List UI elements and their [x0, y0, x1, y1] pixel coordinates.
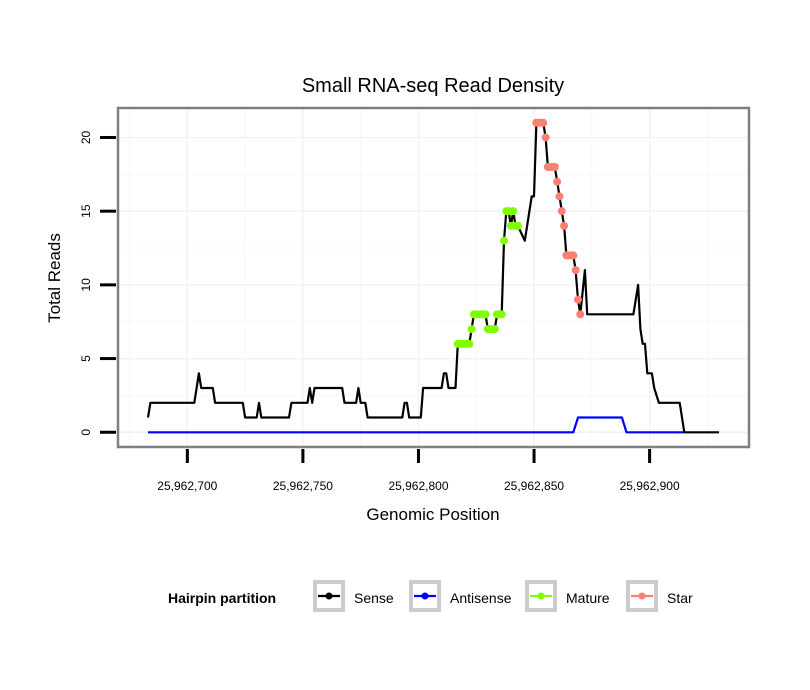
data-point-star [539, 118, 548, 127]
panel-border [116, 106, 751, 449]
data-point-mature [499, 236, 508, 245]
legend-label: Star [667, 590, 693, 606]
data-point-mature [465, 339, 474, 348]
data-point-star [553, 177, 562, 186]
legend-title: Hairpin partition [168, 590, 276, 606]
data-point-mature [481, 310, 490, 319]
chart-title: Small RNA-seq Read Density [302, 75, 564, 97]
data-point-star [541, 133, 550, 142]
y-axis-title: Total Reads [45, 233, 64, 323]
y-tick-label: 5 [79, 355, 93, 362]
data-point-star [560, 221, 569, 230]
data-point-star [576, 310, 585, 319]
x-tick-label: 25,962,750 [273, 479, 333, 493]
data-point-star [569, 251, 578, 260]
legend-label: Antisense [450, 590, 512, 606]
data-point-star [573, 295, 582, 304]
legend-item-star: Star [626, 580, 693, 612]
y-tick-label: 20 [79, 130, 93, 144]
data-point-mature [490, 325, 499, 334]
legend-key-dot [638, 592, 646, 600]
data-point-star [555, 192, 564, 201]
legend-item-antisense: Antisense [409, 580, 512, 612]
x-axis: 25,962,700 25,962,750 25,962,800 25,962,850… [157, 449, 680, 493]
x-tick-label: 25,962,700 [157, 479, 217, 493]
x-tick-label: 25,962,850 [504, 479, 564, 493]
data-point-mature [509, 207, 518, 216]
y-tick-label: 10 [79, 278, 93, 292]
data-point-mature [513, 221, 522, 230]
data-point-mature [467, 325, 476, 334]
y-tick-label: 15 [79, 204, 93, 218]
legend-key-dot [421, 592, 429, 600]
legend-key-dot [537, 592, 545, 600]
data-point-mature [497, 310, 506, 319]
series-line-antisense [148, 416, 685, 434]
y-axis: 0 5 10 15 20 [79, 130, 116, 436]
data-point-star [571, 266, 580, 275]
data-point-star [557, 207, 566, 216]
legend-label: Mature [566, 590, 610, 606]
x-axis-title: Genomic Position [366, 505, 499, 524]
legend-key-dot [325, 592, 333, 600]
legend: Hairpin partition Sense Antisense Mature St… [168, 580, 693, 612]
x-tick-label: 25,962,900 [620, 479, 680, 493]
series-layer [146, 118, 719, 434]
data-point-star [550, 162, 559, 171]
legend-item-mature: Mature [525, 580, 610, 612]
x-tick-label: 25,962,800 [388, 479, 448, 493]
legend-item-sense: Sense [313, 580, 394, 612]
legend-label: Sense [354, 590, 394, 606]
y-tick-label: 0 [79, 429, 93, 436]
